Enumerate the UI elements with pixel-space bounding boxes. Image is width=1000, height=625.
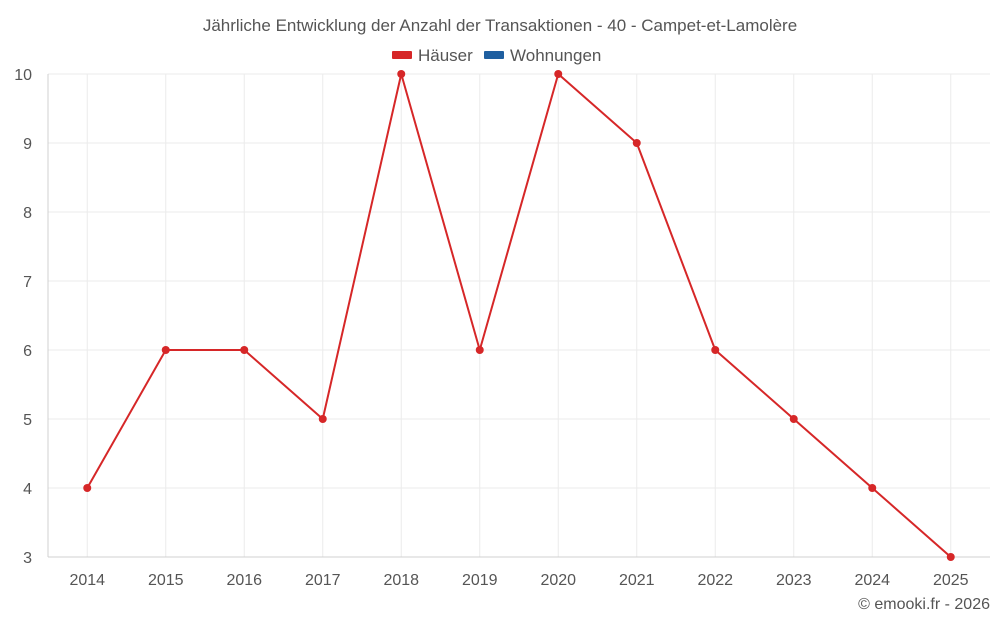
y-tick-label: 4	[23, 481, 32, 498]
x-tick-label: 2018	[383, 572, 419, 589]
series-line-haeuser	[86, 73, 952, 558]
chart-title: Jährliche Entwicklung der Anzahl der Tra…	[203, 16, 797, 35]
x-tick-label: 2022	[697, 572, 733, 589]
x-tick-label: 2015	[148, 572, 184, 589]
y-tick-label: 3	[23, 550, 32, 567]
x-axis-ticks: 2014 2015 2016 2017 2018 2019 2020 2021 2022 2023…	[69, 572, 968, 589]
legend-label-haeuser: Häuser	[418, 46, 473, 65]
y-tick-label: 8	[23, 205, 32, 222]
data-point-haeuser[interactable]	[946, 553, 955, 561]
y-tick-label: 10	[14, 67, 32, 84]
data-point-haeuser[interactable]	[475, 346, 484, 354]
data-point-haeuser[interactable]	[554, 70, 563, 78]
x-tick-label: 2025	[933, 572, 969, 589]
y-axis-ticks: 3 4 5 6 7 8 9 10	[14, 67, 32, 567]
y-tick-label: 7	[23, 274, 32, 291]
data-point-haeuser[interactable]	[318, 415, 327, 423]
y-tick-label: 9	[23, 136, 32, 153]
x-tick-label: 2019	[462, 572, 498, 589]
legend-item-wohnungen[interactable]: Wohnungen	[484, 46, 601, 65]
credit-text: © emooki.fr - 2026	[858, 596, 990, 613]
data-point-haeuser[interactable]	[240, 346, 249, 354]
grid	[48, 73, 990, 558]
x-tick-label: 2014	[69, 572, 105, 589]
data-point-haeuser[interactable]	[83, 484, 92, 492]
series-haeuser	[83, 70, 955, 561]
chart-legend: Häuser Wohnungen	[392, 46, 601, 65]
legend-swatch-haeuser	[392, 51, 412, 59]
x-tick-label: 2020	[540, 572, 576, 589]
data-point-haeuser[interactable]	[868, 484, 877, 492]
legend-swatch-wohnungen	[484, 51, 504, 59]
y-tick-label: 6	[23, 343, 32, 360]
x-tick-label: 2021	[619, 572, 655, 589]
x-tick-label: 2017	[305, 572, 341, 589]
data-point-haeuser[interactable]	[397, 70, 406, 78]
data-point-haeuser[interactable]	[789, 415, 798, 423]
data-point-haeuser[interactable]	[161, 346, 170, 354]
x-tick-label: 2023	[776, 572, 812, 589]
data-point-haeuser[interactable]	[632, 139, 641, 147]
y-tick-label: 5	[23, 412, 32, 429]
legend-label-wohnungen: Wohnungen	[510, 46, 601, 65]
data-point-haeuser[interactable]	[711, 346, 720, 354]
axes	[47, 74, 990, 558]
legend-item-haeuser[interactable]: Häuser	[392, 46, 473, 65]
x-tick-label: 2024	[854, 572, 890, 589]
x-tick-label: 2016	[226, 572, 262, 589]
